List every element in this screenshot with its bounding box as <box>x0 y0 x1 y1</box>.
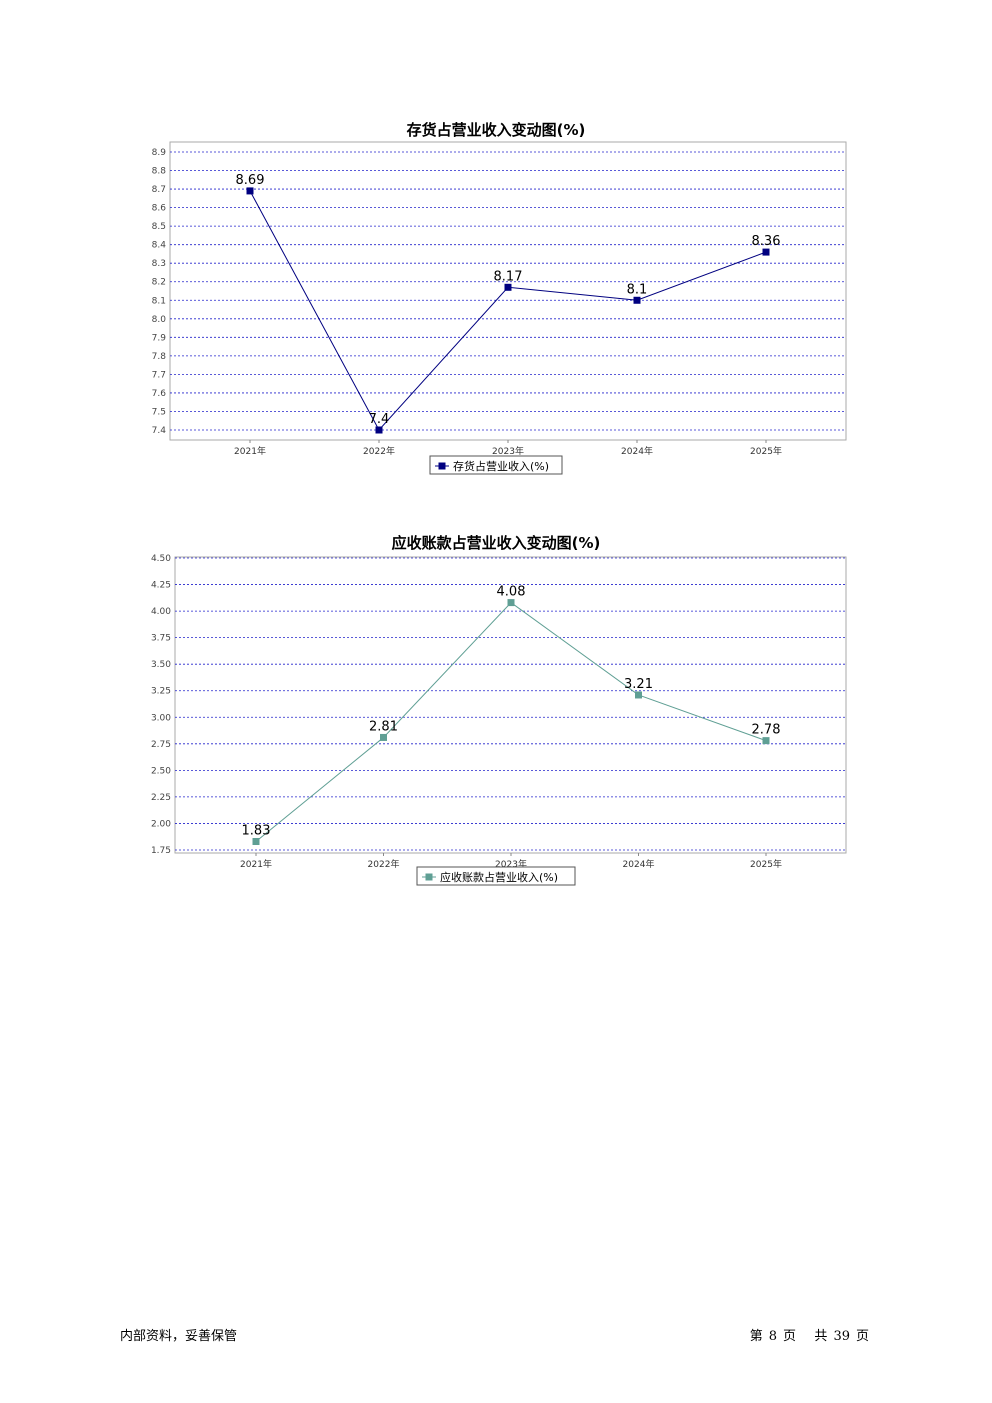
y-tick-label: 2.50 <box>151 766 171 776</box>
legend-marker <box>438 462 446 470</box>
y-tick-label: 8.5 <box>152 222 166 232</box>
x-tick-label: 2025年 <box>750 858 782 870</box>
y-tick-label: 8.9 <box>152 148 167 158</box>
y-tick-label: 7.4 <box>152 426 167 436</box>
x-tick-label: 2024年 <box>621 445 653 457</box>
y-tick-label: 7.9 <box>152 333 167 343</box>
data-label: 3.21 <box>624 677 653 692</box>
x-tick-label: 2024年 <box>623 858 655 870</box>
legend-box <box>416 866 576 886</box>
receivables-chart: 应收账款占营业收入变动图(%) 4.50 4.25 4.00 3.75 3.50 3.25 3… <box>0 525 992 905</box>
y-tick-label: 4.00 <box>151 607 171 617</box>
data-label: 7.4 <box>369 412 390 427</box>
y-tick-label: 7.8 <box>152 352 167 362</box>
legend-label: 应收账款占营业收入(%) <box>440 870 558 884</box>
receivables-chart-svg: 应收账款占营业收入变动图(%) 4.50 4.25 4.00 3.75 3.50 3.25 3… <box>151 534 847 886</box>
y-tick-label: 8.7 <box>152 185 166 195</box>
x-tick-label: 2021年 <box>234 445 266 457</box>
data-label: 4.08 <box>497 585 526 600</box>
y-tick-label: 2.00 <box>151 819 171 829</box>
y-tick-label: 4.25 <box>151 581 171 591</box>
y-tick-label: 1.75 <box>151 846 171 856</box>
plot-area <box>169 141 847 441</box>
data-label: 2.78 <box>752 723 781 738</box>
y-tick-label: 2.75 <box>151 740 171 750</box>
data-point <box>507 599 515 607</box>
total-num: 39 <box>833 1329 850 1344</box>
data-label: 8.36 <box>752 234 781 249</box>
data-point <box>633 296 641 304</box>
page-num: 8 <box>768 1329 777 1344</box>
total-prefix: 共 <box>814 1329 828 1344</box>
legend-box <box>429 455 563 475</box>
y-tick-label: 8.4 <box>152 241 167 251</box>
page-prefix: 第 <box>749 1329 763 1344</box>
y-tick-label: 3.25 <box>151 687 171 697</box>
data-point <box>380 733 387 741</box>
plot-area <box>174 556 847 854</box>
data-label: 1.83 <box>242 824 271 839</box>
data-point <box>375 426 383 434</box>
y-tick-label: 7.7 <box>152 370 166 380</box>
inventory-chart: 存货占营业收入变动图(%) 8.9 8.8 8.7 8.6 8.5 8.4 8.3 8.2 8.1… <box>0 110 992 490</box>
x-tick-label: 2025年 <box>750 445 782 457</box>
y-tick-label: 7.6 <box>152 389 167 399</box>
y-tick-label: 3.50 <box>151 660 171 670</box>
legend-label: 存货占营业收入(%) <box>453 459 549 473</box>
y-tick-label: 8.0 <box>152 315 167 325</box>
legend-marker <box>425 873 433 881</box>
y-tick-label: 8.6 <box>152 204 167 214</box>
data-label: 8.1 <box>627 282 648 297</box>
y-tick-label: 8.8 <box>152 167 167 177</box>
total-unit: 页 <box>855 1329 869 1344</box>
y-tick-label: 7.5 <box>152 407 166 417</box>
data-label: 8.69 <box>236 173 265 188</box>
y-tick-label: 3.75 <box>151 634 171 644</box>
data-point <box>246 187 254 195</box>
data-point <box>762 737 770 745</box>
y-tick-label: 4.50 <box>151 554 171 564</box>
chart-title: 存货占营业收入变动图(%) <box>407 121 586 139</box>
x-tick-label: 2023年 <box>492 445 524 457</box>
y-tick-label: 8.2 <box>152 278 166 288</box>
y-tick-label: 3.00 <box>151 713 171 723</box>
x-tick-label: 2021年 <box>240 858 272 870</box>
y-tick-label: 8.3 <box>152 259 166 269</box>
y-tick-label: 2.25 <box>151 793 171 803</box>
chart-title: 应收账款占营业收入变动图(%) <box>392 534 601 552</box>
data-point <box>635 691 642 699</box>
x-tick-label: 2022年 <box>363 445 395 457</box>
page-unit: 页 <box>783 1329 797 1344</box>
data-label: 2.81 <box>369 719 398 734</box>
data-point <box>504 283 512 291</box>
data-label: 8.17 <box>494 269 523 284</box>
footer-confidential-note: 内部资料，妥善保管 <box>120 1329 238 1344</box>
inventory-chart-svg: 存货占营业收入变动图(%) 8.9 8.8 8.7 8.6 8.5 8.4 8.3 8.2 8.1… <box>152 121 847 475</box>
data-point <box>252 838 260 846</box>
y-tick-label: 8.1 <box>152 296 166 306</box>
data-point <box>762 248 770 256</box>
x-tick-label: 2022年 <box>368 858 400 870</box>
